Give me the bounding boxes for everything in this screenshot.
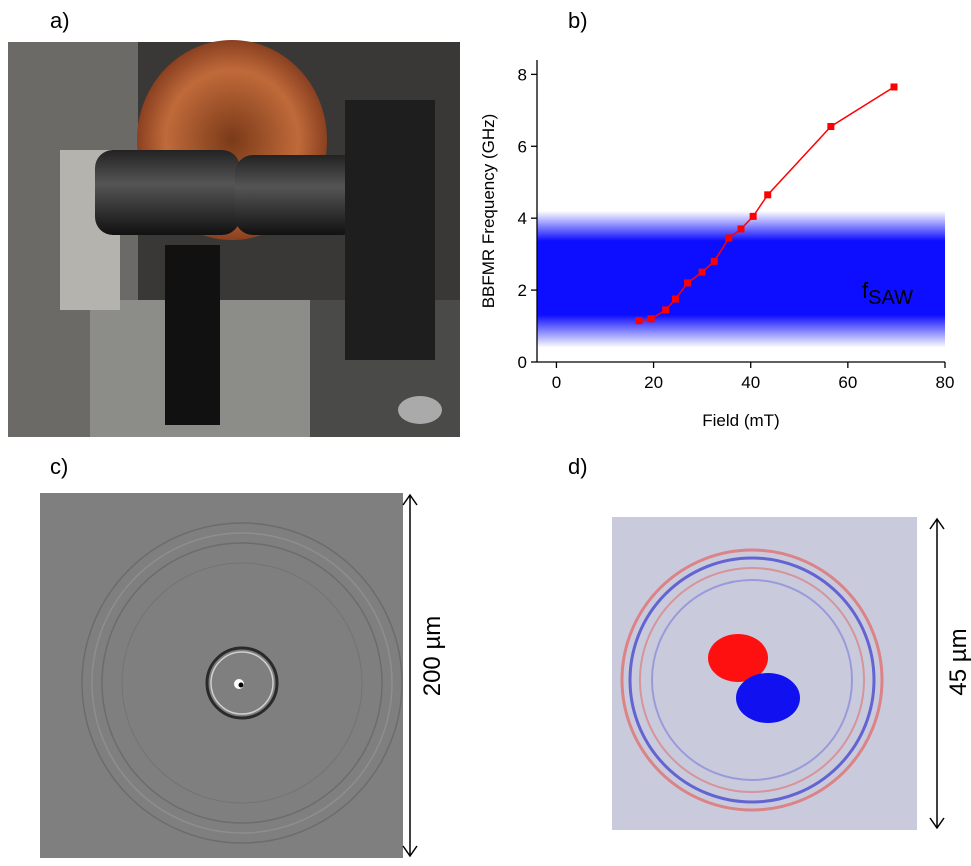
y-tick-label: 2 [518, 281, 527, 300]
data-point [671, 295, 679, 303]
band-label-subscript: SAW [868, 287, 913, 309]
data-point [698, 268, 706, 276]
image [40, 493, 403, 858]
y-tick-label: 0 [518, 353, 527, 372]
shaded-band [537, 211, 945, 348]
y-tick-label: 8 [518, 65, 527, 84]
data-point [764, 191, 772, 199]
data-point [725, 234, 733, 242]
scale-bar-label: 45 µm [945, 628, 971, 695]
x-tick-label: 20 [644, 373, 663, 392]
data-point [684, 279, 692, 287]
chart: BBFMR Frequency (GHz) Field (mT) fSAW 0 2 4… [479, 60, 954, 430]
data-point [890, 83, 898, 91]
data-point [647, 315, 655, 323]
band-label: fSAW [862, 278, 913, 309]
x-axis-label: Field (mT) [702, 411, 779, 430]
y-tick-label: 6 [518, 137, 527, 156]
y-tick-label: 4 [518, 209, 527, 228]
scale-bar-label: 200 µm [419, 616, 446, 697]
panel-label: c) [50, 454, 68, 479]
data-point [749, 212, 757, 220]
data-point [662, 306, 670, 314]
panel-label: d) [568, 454, 588, 479]
image [612, 517, 917, 830]
band-label-main: f [862, 278, 869, 303]
panel-label: a) [50, 8, 70, 33]
data-point [710, 257, 718, 265]
data-point [827, 123, 835, 131]
photo [8, 40, 460, 437]
data-point [737, 225, 745, 233]
scale-bar [929, 517, 945, 830]
x-tick-label: 80 [936, 373, 955, 392]
x-tick-label: 60 [838, 373, 857, 392]
x-tick-label: 0 [552, 373, 561, 392]
scale-bar [402, 493, 418, 858]
x-tick-label: 40 [741, 373, 760, 392]
y-axis-label: BBFMR Frequency (GHz) [479, 114, 498, 309]
panel-label: b) [568, 8, 588, 33]
data-point [635, 317, 643, 325]
